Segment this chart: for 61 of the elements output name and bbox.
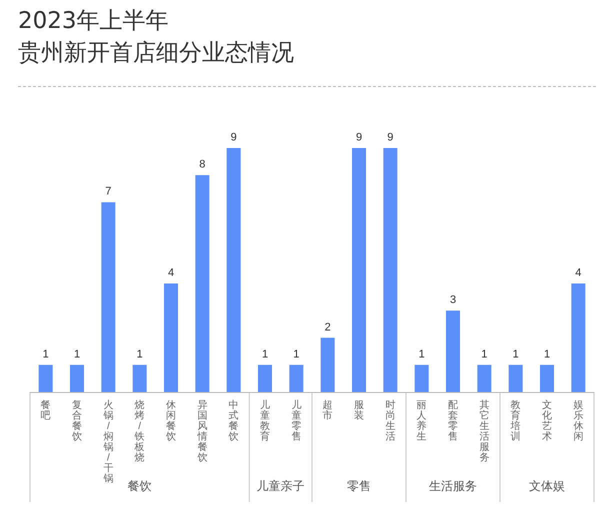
- bar: [164, 284, 178, 392]
- x-tick-label: 餐吧: [40, 398, 51, 422]
- bar: [571, 284, 586, 392]
- bar: [446, 310, 460, 392]
- chart-title: 2023年上半年: [18, 7, 169, 36]
- bar: [352, 148, 366, 392]
- text: 零售: [347, 479, 371, 493]
- bar: [508, 364, 523, 392]
- data-label: 1: [42, 348, 49, 360]
- data-label: 1: [136, 348, 143, 360]
- x-tick-label: 火锅/焖锅/干锅: [102, 398, 114, 484]
- bar: [540, 364, 554, 392]
- bar: [289, 364, 304, 392]
- bar: [477, 364, 492, 392]
- text: 儿童亲子: [256, 479, 305, 493]
- data-label: 1: [293, 348, 300, 360]
- data-label: 7: [105, 186, 112, 198]
- x-tick-label: 儿童零售: [291, 398, 302, 442]
- bar: [383, 148, 398, 392]
- data-label: 2: [324, 321, 331, 334]
- data-label: 8: [199, 158, 206, 171]
- x-tick-label: 时尚生活: [385, 398, 396, 442]
- bar: [195, 175, 210, 392]
- data-label: 1: [544, 348, 550, 360]
- bar: [132, 364, 147, 392]
- x-tick-label: 丽人养生: [416, 400, 427, 442]
- x-tick-label: 烧烤/铁板烧: [134, 398, 145, 464]
- chart-subtitle: 贵州新开首店细分业态情况: [18, 39, 294, 68]
- bar: [258, 364, 272, 392]
- x-tick-label: 文化艺术: [542, 398, 552, 442]
- text: 生活服务: [429, 479, 477, 493]
- x-tick-label: 教育培训: [510, 400, 521, 442]
- data-label: 4: [575, 267, 582, 280]
- bar: [320, 338, 335, 392]
- data-label: 4: [168, 267, 174, 280]
- x-tick-label: 服装: [354, 400, 364, 422]
- x-tick-label: 异国风情餐饮: [196, 400, 208, 464]
- data-label: 3: [450, 294, 456, 306]
- bar: [101, 202, 116, 392]
- x-tick-label: 娱乐休闲: [573, 400, 584, 442]
- bar: [226, 148, 241, 392]
- x-tick-label: 其它生活服务: [479, 398, 490, 464]
- bar: [70, 364, 84, 392]
- data-label: 9: [356, 132, 362, 144]
- data-label: 9: [230, 132, 237, 144]
- bar: [414, 364, 429, 392]
- x-tick-label: 配套零售: [448, 400, 458, 442]
- data-label: 1: [262, 348, 268, 360]
- text: 文体娱: [529, 479, 565, 493]
- x-tick-label: 儿童教育: [260, 398, 270, 442]
- data-label: 1: [74, 348, 80, 360]
- x-tick-label: 休闲餐饮: [165, 400, 176, 442]
- x-tick-label: 中式餐饮: [228, 398, 239, 442]
- data-label: 1: [512, 348, 519, 360]
- data-label: 1: [418, 348, 425, 360]
- x-tick-label: 超市: [322, 398, 333, 422]
- x-tick-label: 复合餐饮: [71, 398, 82, 442]
- text: 餐饮: [128, 479, 152, 493]
- bar: [38, 364, 53, 392]
- data-label: 9: [387, 132, 394, 144]
- data-label: 1: [481, 348, 488, 360]
